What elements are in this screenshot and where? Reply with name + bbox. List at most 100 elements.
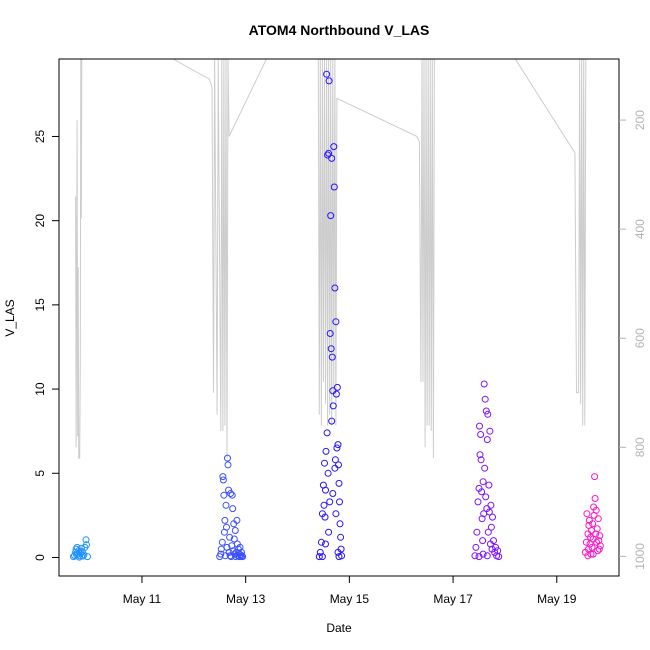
data-point	[322, 447, 330, 455]
data-point	[323, 70, 331, 78]
data-point	[473, 528, 481, 536]
data-point	[478, 515, 486, 523]
data-point	[220, 491, 228, 499]
data-point	[583, 510, 591, 518]
data-point	[331, 456, 339, 464]
data-point	[228, 491, 236, 499]
y2-tick-label: 400	[633, 219, 647, 239]
data-point	[315, 553, 323, 561]
data-point	[588, 543, 596, 551]
data-point	[477, 431, 485, 438]
data-point	[484, 528, 492, 536]
data-point	[236, 543, 244, 551]
x-axis-label: Date	[326, 621, 352, 635]
data-point	[328, 154, 336, 162]
data-point	[333, 383, 341, 391]
y2-axis: 200 400 600 800 1000	[619, 110, 647, 570]
data-point	[328, 353, 336, 361]
data-point	[328, 417, 336, 425]
data-point	[323, 429, 331, 437]
data-point	[227, 490, 235, 497]
data-point	[337, 533, 345, 541]
data-point	[489, 513, 496, 521]
data-point	[322, 486, 329, 494]
y2-tick-label: 800	[633, 437, 647, 457]
data-point	[478, 488, 486, 496]
data-point	[231, 527, 239, 534]
data-point	[219, 476, 227, 484]
data-point	[589, 550, 597, 558]
data-point	[224, 454, 231, 462]
scatter-points	[70, 70, 604, 561]
x-tick-label: May 17	[433, 592, 473, 606]
series-3	[315, 70, 346, 561]
data-point	[226, 533, 234, 541]
data-point	[332, 390, 340, 398]
data-point	[335, 479, 343, 487]
data-point	[586, 540, 594, 548]
data-point	[334, 441, 342, 449]
y-tick-label: 20	[33, 214, 47, 228]
data-point	[595, 537, 603, 545]
data-point	[325, 77, 333, 85]
y-tick-label: 0	[33, 554, 47, 561]
y2-tick-label: 200	[633, 110, 647, 130]
data-point	[479, 537, 487, 545]
series-1	[70, 536, 91, 561]
data-point	[596, 532, 604, 540]
data-point	[75, 553, 83, 561]
data-point	[591, 495, 599, 502]
x-tick-label: May 13	[226, 592, 266, 606]
data-point	[327, 212, 335, 220]
data-point	[330, 143, 338, 151]
data-point	[490, 537, 497, 545]
data-point	[495, 553, 503, 561]
data-point	[329, 402, 337, 410]
y-axis-label: V_LAS	[3, 299, 17, 336]
data-point	[332, 318, 340, 326]
data-point	[318, 553, 326, 561]
depth-trace	[75, 58, 587, 459]
data-point	[225, 486, 233, 494]
y-tick-label: 10	[33, 382, 47, 396]
data-point	[332, 510, 340, 518]
data-point	[595, 545, 603, 553]
data-point	[477, 456, 485, 464]
x-tick-label: May 19	[537, 592, 577, 606]
data-point	[224, 461, 232, 469]
data-point	[487, 501, 495, 509]
data-point	[238, 548, 245, 556]
y-tick-label: 15	[33, 298, 47, 312]
data-point	[336, 520, 344, 528]
data-point	[79, 552, 87, 560]
data-point	[596, 542, 604, 550]
data-point	[592, 530, 600, 538]
plot-frame	[58, 58, 620, 577]
data-point	[474, 498, 482, 506]
series-5	[581, 473, 604, 560]
data-point	[326, 498, 334, 506]
data-point	[325, 149, 333, 157]
data-point	[482, 493, 490, 501]
x-tick-label: May 11	[123, 592, 162, 606]
data-point	[582, 538, 590, 546]
data-point	[481, 395, 489, 403]
data-point	[485, 481, 493, 489]
data-point	[229, 505, 237, 513]
data-point	[316, 548, 324, 556]
data-point	[331, 464, 339, 472]
data-point	[471, 552, 479, 560]
data-point	[486, 427, 494, 435]
data-point	[239, 553, 247, 561]
data-point	[476, 422, 483, 430]
data-point	[482, 407, 490, 415]
data-point	[472, 543, 480, 551]
data-point	[221, 516, 229, 524]
x-tick-label: May 15	[330, 592, 370, 606]
data-point	[329, 490, 337, 497]
y-axis: 0 5 10 15 20 25	[33, 129, 59, 561]
data-point	[321, 513, 329, 521]
data-point	[484, 410, 492, 418]
data-point	[589, 520, 597, 528]
